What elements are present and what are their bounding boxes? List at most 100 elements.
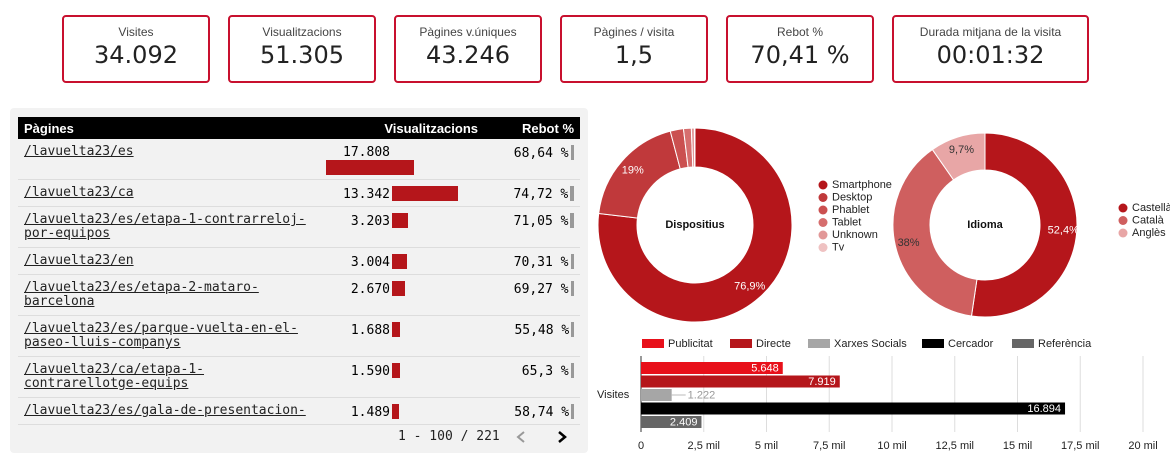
- x-tick-label: 10 mil: [877, 440, 906, 452]
- donut-title: Idioma: [967, 219, 1003, 231]
- x-tick-label: 5 mil: [755, 440, 778, 452]
- bar-value-label: 1.222: [688, 389, 716, 401]
- x-tick-label: 0: [638, 440, 644, 452]
- table-row: /lavuelta23/es/parque-vuelta-en-el-paseo…: [18, 315, 580, 357]
- page-link[interactable]: /lavuelta23/es/gala-de-presentacion-: [18, 397, 318, 425]
- legend-label: Anglès: [1132, 227, 1166, 239]
- views-value: 1.688: [350, 323, 390, 338]
- legend-label: Desktop: [832, 191, 872, 203]
- table-body: /lavuelta23/es 17.808 68,64 % /lavuelta23/c…: [18, 139, 580, 425]
- views-value: 2.670: [350, 282, 390, 297]
- page-link[interactable]: /lavuelta23/es/parque-vuelta-en-el-paseo…: [18, 315, 318, 357]
- kpi-card: Pàgines / visita 1,5: [560, 15, 708, 83]
- views-bar: [392, 363, 400, 378]
- kpi-label: Visualitzacions: [262, 25, 342, 39]
- kpi-label: Pàgines v.úniques: [419, 25, 517, 39]
- x-tick-label: 2,5 mil: [688, 440, 720, 452]
- views-bar: [392, 404, 400, 419]
- views-cell: 3.004: [318, 247, 484, 275]
- pagination: 1 - 100 / 221: [398, 429, 500, 444]
- legend-swatch: [818, 180, 828, 190]
- legend-swatch: [730, 339, 752, 348]
- kpi-value: 51.305: [260, 41, 344, 69]
- bar: [641, 416, 702, 428]
- donut-slice: [690, 127, 696, 168]
- legend-label: Unknown: [832, 229, 878, 241]
- table-row: /lavuelta23/es 17.808 68,64 %: [18, 139, 580, 180]
- kpi-card: Visites 34.092: [62, 15, 210, 83]
- bounce-cell: 65,3 %: [484, 356, 580, 398]
- donut-slice: [892, 148, 978, 317]
- views-bar: [326, 160, 414, 175]
- kpi-card: Visualitzacions 51.305: [228, 15, 376, 83]
- page-link[interactable]: /lavuelta23/ca/etapa-1-contrarellotge-eq…: [18, 356, 318, 398]
- donut-slice: [669, 128, 689, 170]
- legend-swatch: [1118, 228, 1128, 238]
- table-row: /lavuelta23/ca 13.342 74,72 %: [18, 179, 580, 207]
- legend-swatch: [1012, 339, 1034, 348]
- legend-swatch: [642, 339, 664, 348]
- views-cell: 1.489: [318, 397, 484, 425]
- bar: [641, 375, 840, 388]
- donut-slice: [931, 132, 986, 181]
- table-row: /lavuelta23/es/etapa-1-contrarreloj-por-…: [18, 206, 580, 248]
- views-bar: [392, 213, 408, 228]
- page-link[interactable]: /lavuelta23/es/etapa-1-contrarreloj-por-…: [18, 206, 318, 248]
- legend-label: Smartphone: [832, 179, 892, 191]
- bounce-bar: [570, 254, 574, 269]
- bounce-bar: [570, 363, 574, 378]
- donut-slice: [682, 127, 694, 168]
- bounce-cell: 69,27 %: [484, 274, 580, 316]
- page-link[interactable]: /lavuelta23/es: [18, 139, 318, 180]
- page-link[interactable]: /lavuelta23/es/etapa-2-mataro-barcelona: [18, 274, 318, 316]
- slice-label: 19%: [622, 165, 644, 177]
- kpi-value: 00:01:32: [936, 41, 1045, 69]
- page-link[interactable]: /lavuelta23/en: [18, 247, 318, 275]
- kpi-card: Durada mitjana de la visita 00:01:32: [892, 15, 1089, 83]
- legend-swatch: [818, 193, 828, 202]
- bounce-cell: 70,31 %: [484, 247, 580, 275]
- bounce-bar: [571, 322, 574, 337]
- bounce-value: 65,3 %: [521, 364, 569, 379]
- bounce-value: 71,05 %: [513, 214, 569, 229]
- table-row: /lavuelta23/en 3.004 70,31 %: [18, 247, 580, 275]
- kpi-card: Pàgines v.úniques 43.246: [394, 15, 542, 83]
- bar-value-label: 16.894: [1027, 403, 1061, 415]
- views-bar: [392, 186, 458, 201]
- bounce-value: 70,31 %: [513, 255, 569, 270]
- table-row: /lavuelta23/es/etapa-2-mataro-barcelona 2…: [18, 274, 580, 316]
- bounce-cell: 55,48 %: [484, 315, 580, 357]
- page-link[interactable]: /lavuelta23/ca: [18, 179, 318, 207]
- bounce-cell: 68,64 %: [484, 139, 580, 180]
- y-category-label: Visites: [597, 389, 630, 401]
- views-cell: 13.342: [318, 179, 484, 207]
- legend-label: Phablet: [832, 204, 869, 216]
- kpi-card: Rebot % 70,41 %: [726, 15, 874, 83]
- bounce-value: 68,64 %: [513, 146, 569, 161]
- views-value: 3.203: [350, 214, 390, 229]
- legend-label: Referència: [1038, 338, 1092, 350]
- slice-label: 9,7%: [949, 144, 974, 156]
- slice-label: 38%: [898, 237, 920, 249]
- pages-table-panel: Pàgines Visualitzacions Rebot %/lavuelta23…: [10, 108, 588, 453]
- legend-label: Català: [1132, 214, 1165, 226]
- donut-slice: [597, 127, 793, 323]
- bar-value-label: 7.919: [808, 376, 836, 388]
- views-value: 1.590: [350, 364, 390, 379]
- views-cell: 1.688: [318, 315, 484, 357]
- kpi-label: Durada mitjana de la visita: [919, 25, 1062, 39]
- table-row: /lavuelta23/es/gala-de-presentacion- 1.48…: [18, 397, 580, 425]
- x-tick-label: 15 mil: [1003, 440, 1032, 452]
- donut-title: Dispositius: [665, 219, 724, 231]
- legend-swatch: [818, 205, 828, 215]
- views-bar: [392, 281, 406, 296]
- legend-label: Cercador: [948, 338, 994, 350]
- x-tick-label: 20 mil: [1128, 440, 1157, 452]
- bounce-cell: 74,72 %: [484, 179, 580, 207]
- donut-slice: [598, 130, 681, 219]
- legend-swatch: [818, 230, 828, 240]
- bounce-cell: 71,05 %: [484, 206, 580, 248]
- bounce-cell: 58,74 %: [484, 397, 580, 425]
- views-value: 17.808: [343, 145, 390, 160]
